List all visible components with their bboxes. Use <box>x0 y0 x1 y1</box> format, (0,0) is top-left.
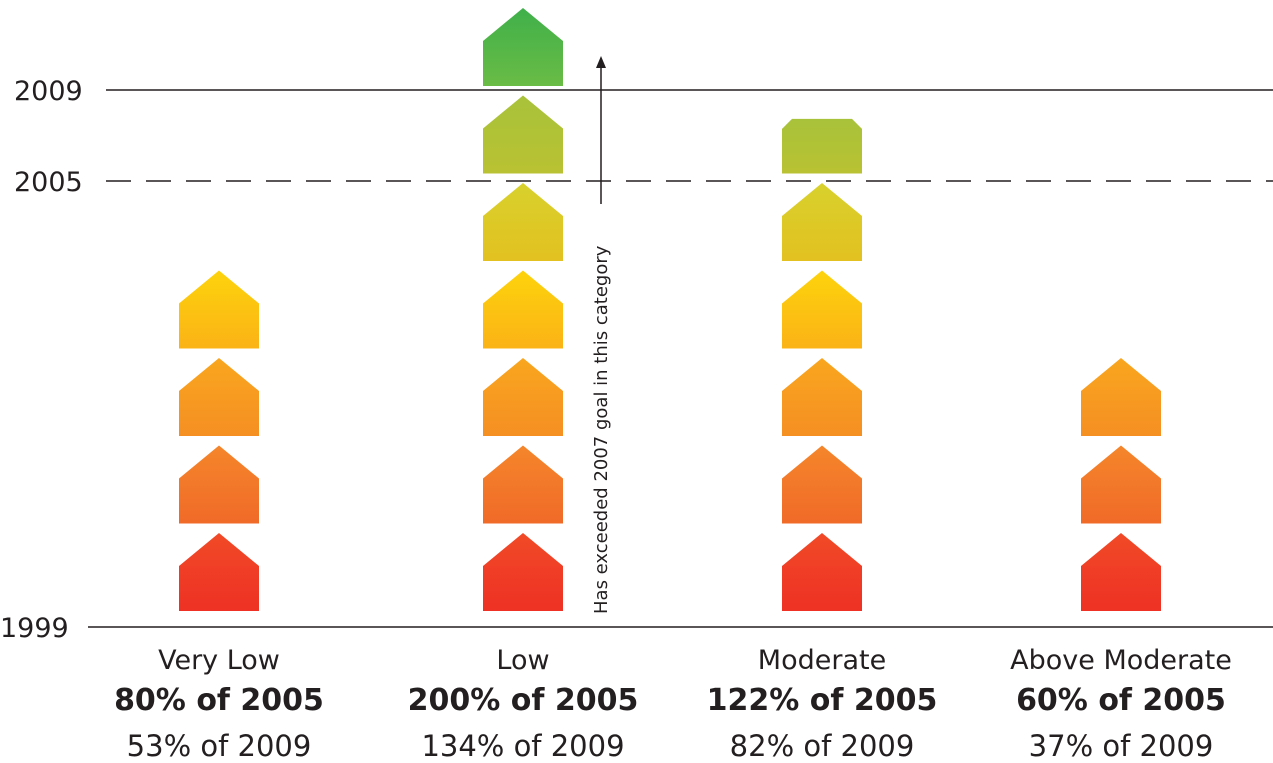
category-pct-2005-moderate: 122% of 2005 <box>707 683 938 718</box>
category-pct-2009-above-moderate: 37% of 2009 <box>1029 729 1214 763</box>
annotation-text: Has exceeded 2007 goal in this category <box>591 245 612 614</box>
house-moderate-2 <box>782 445 862 524</box>
house-low-2 <box>483 445 563 524</box>
tick-label-1999: 1999 <box>0 613 69 644</box>
category-name-moderate: Moderate <box>758 645 886 676</box>
house-very-low-1 <box>179 533 259 611</box>
house-low-5 <box>483 183 563 261</box>
category-pct-2009-moderate: 82% of 2009 <box>730 729 915 763</box>
house-moderate-5 <box>782 183 862 261</box>
category-pct-2009-low: 134% of 2009 <box>421 729 624 763</box>
category-pct-2009-very-low: 53% of 2009 <box>127 729 312 763</box>
category-name-above-moderate: Above Moderate <box>1010 645 1232 676</box>
house-above-moderate-2 <box>1081 445 1161 524</box>
house-very-low-4 <box>179 270 259 349</box>
house-low-7 <box>483 8 563 86</box>
house-moderate-4 <box>782 270 862 349</box>
house-moderate-3 <box>782 358 862 436</box>
house-above-moderate-3 <box>1081 358 1161 436</box>
house-stacks <box>179 8 1161 611</box>
house-low-4 <box>483 270 563 349</box>
tick-label-2009: 2009 <box>14 76 83 107</box>
house-very-low-3 <box>179 358 259 436</box>
annotation-arrow-head <box>596 56 606 68</box>
house-very-low-2 <box>179 445 259 524</box>
category-pct-2005-very-low: 80% of 2005 <box>114 683 324 718</box>
house-moderate-1 <box>782 533 862 611</box>
annotation: Has exceeded 2007 goal in this category <box>591 56 612 614</box>
tick-label-2005: 2005 <box>14 167 83 198</box>
category-pct-2005-above-moderate: 60% of 2005 <box>1016 683 1226 718</box>
category-pct-2005-low: 200% of 2005 <box>408 683 639 718</box>
house-above-moderate-1 <box>1081 533 1161 611</box>
category-name-low: Low <box>496 645 549 676</box>
house-low-3 <box>483 358 563 436</box>
gridlines: 1999 2005 2009 <box>0 76 1273 644</box>
house-moderate-partial <box>782 118 862 174</box>
house-low-1 <box>483 533 563 611</box>
category-labels: Very Low 80% of 2005 53% of 2009 Low 200% of… <box>114 645 1232 763</box>
category-name-very-low: Very Low <box>158 645 280 676</box>
house-low-6 <box>483 95 563 174</box>
